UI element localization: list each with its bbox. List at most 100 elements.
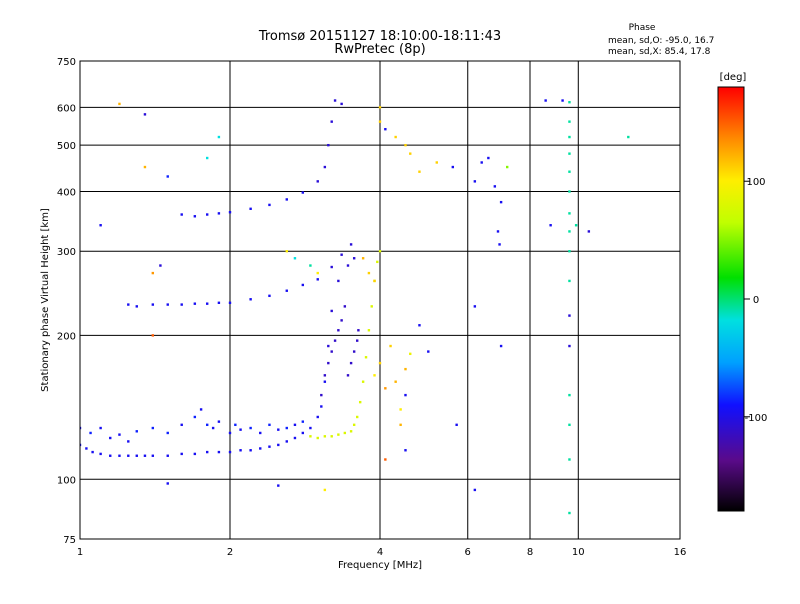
- data-point: [330, 309, 333, 313]
- data-point: [357, 329, 360, 332]
- y-tick-label: 400: [57, 187, 76, 198]
- data-point: [277, 443, 280, 447]
- data-point: [127, 440, 130, 443]
- x-tick-label: 2: [227, 547, 233, 558]
- data-point: [346, 374, 350, 377]
- data-point: [487, 156, 490, 160]
- grid-lines: [80, 61, 680, 539]
- data-point: [193, 215, 197, 218]
- data-point: [234, 423, 237, 427]
- data-point: [205, 156, 209, 160]
- y-tick-label: 600: [57, 103, 76, 114]
- data-point: [143, 113, 147, 116]
- data-point: [316, 271, 319, 275]
- data-point: [378, 250, 382, 253]
- x-tick-label: 6: [465, 547, 471, 558]
- data-point: [166, 454, 169, 457]
- data-point: [330, 350, 333, 353]
- data-point: [268, 294, 271, 298]
- data-point: [330, 435, 333, 438]
- data-point: [370, 305, 373, 308]
- data-point: [118, 102, 121, 106]
- data-point: [151, 426, 155, 430]
- data-point: [355, 339, 359, 342]
- data-point: [323, 165, 327, 169]
- data-point: [389, 344, 392, 348]
- data-point: [352, 257, 356, 260]
- data-point: [568, 314, 571, 317]
- data-point: [427, 350, 430, 353]
- data-point: [574, 224, 578, 227]
- data-point: [330, 120, 333, 123]
- data-point: [451, 165, 455, 169]
- y-tick-label: 750: [57, 57, 76, 68]
- data-point: [399, 423, 402, 427]
- data-point: [384, 458, 387, 461]
- data-point: [404, 393, 407, 397]
- y-tick-label: 75: [63, 535, 76, 546]
- data-point: [587, 230, 591, 233]
- data-point: [327, 344, 330, 348]
- data-point: [333, 339, 337, 342]
- data-point: [499, 200, 503, 204]
- data-point: [259, 447, 262, 450]
- data-point: [627, 135, 630, 139]
- y-tick-label: 200: [57, 331, 76, 342]
- data-point: [91, 450, 94, 454]
- data-point: [89, 431, 92, 435]
- data-point: [228, 211, 232, 214]
- data-point: [355, 415, 359, 419]
- colorbar: [717, 86, 745, 512]
- data-point: [135, 305, 138, 308]
- data-point: [378, 106, 382, 109]
- data-point: [217, 301, 221, 304]
- data-point: [340, 319, 343, 322]
- data-point: [309, 264, 312, 267]
- data-point: [135, 454, 138, 457]
- data-point: [378, 361, 382, 365]
- data-point: [249, 449, 252, 452]
- colorbar-tick-label: -100: [745, 413, 768, 424]
- data-point: [323, 435, 327, 438]
- data-point: [109, 454, 112, 457]
- y-tick-label: 100: [57, 475, 76, 486]
- data-point: [320, 393, 323, 397]
- data-point: [301, 283, 305, 287]
- data-point: [301, 431, 305, 435]
- data-point: [151, 454, 155, 457]
- data-point: [409, 352, 412, 356]
- data-point: [337, 329, 340, 332]
- data-point: [316, 180, 319, 183]
- data-point: [301, 191, 305, 194]
- colorbar-ticks: 100 0 -100: [744, 177, 767, 424]
- data-point: [330, 265, 333, 269]
- data-point: [166, 431, 169, 435]
- data-point: [151, 334, 155, 337]
- colorbar-tick-label: 0: [753, 295, 759, 306]
- data-point: [568, 212, 571, 215]
- data-point: [343, 305, 347, 308]
- data-point: [373, 279, 376, 283]
- data-point: [473, 305, 477, 308]
- data-point: [352, 350, 356, 353]
- data-point: [364, 356, 368, 359]
- data-point: [166, 303, 169, 306]
- data-point: [217, 420, 221, 423]
- data-point: [549, 224, 552, 227]
- data-point: [85, 447, 88, 450]
- y-tick-label: 300: [57, 247, 76, 258]
- data-point: [327, 143, 330, 147]
- data-point: [268, 423, 271, 427]
- data-point: [228, 431, 232, 435]
- data-point: [404, 449, 407, 452]
- data-point: [544, 99, 547, 102]
- data-point: [568, 250, 571, 253]
- data-point: [568, 511, 571, 515]
- data-point: [409, 152, 412, 155]
- data-point: [217, 212, 221, 215]
- colorbar-label: [deg]: [720, 72, 747, 83]
- data-point: [99, 224, 102, 227]
- data-point: [323, 380, 327, 383]
